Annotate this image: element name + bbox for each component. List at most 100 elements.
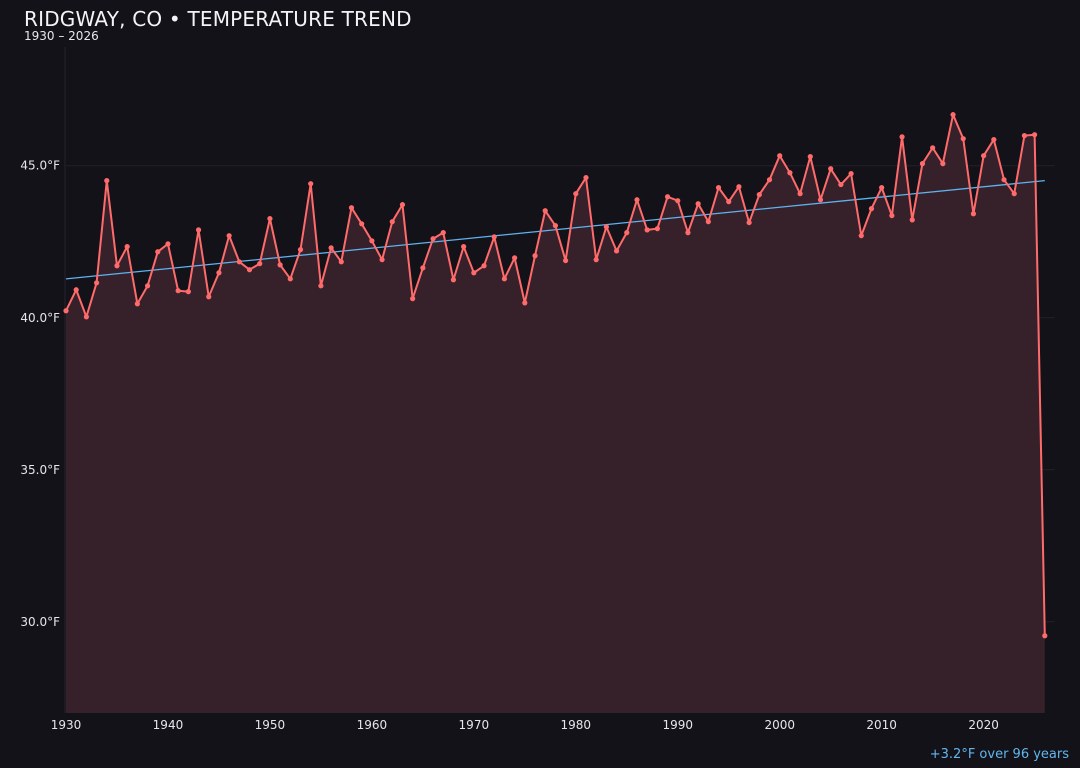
data-point <box>185 289 191 295</box>
data-point <box>848 171 854 177</box>
data-point <box>267 216 273 222</box>
data-point <box>715 185 722 191</box>
x-tick-label: 1980 <box>561 718 592 732</box>
data-point <box>277 262 283 268</box>
data-point <box>389 219 395 225</box>
data-point <box>450 277 457 283</box>
data-point <box>1011 191 1017 197</box>
data-point <box>420 265 426 271</box>
data-point <box>930 145 936 151</box>
data-point <box>104 178 110 184</box>
data-point <box>226 233 232 239</box>
x-tick-label: 2010 <box>866 718 897 732</box>
data-point <box>899 134 905 140</box>
data-point <box>664 194 671 200</box>
data-point <box>359 221 365 227</box>
data-point <box>919 161 926 167</box>
data-point <box>1021 133 1028 139</box>
data-point <box>379 257 385 263</box>
data-point <box>461 244 467 250</box>
data-point <box>399 202 406 208</box>
data-point <box>257 261 263 267</box>
data-point <box>777 153 783 159</box>
data-point <box>348 205 355 211</box>
data-point <box>685 230 691 236</box>
data-point <box>175 288 181 294</box>
data-point <box>634 197 640 203</box>
data-point <box>155 249 161 255</box>
data-point <box>940 161 946 167</box>
x-tick-label: 2020 <box>968 718 999 732</box>
y-tick-label: 45.0°F <box>20 159 60 173</box>
data-point <box>797 191 803 197</box>
data-point <box>817 197 824 203</box>
chart-subtitle: 1930 – 2026 <box>24 29 99 43</box>
data-point <box>308 181 314 187</box>
x-tick-label: 1940 <box>153 718 184 732</box>
x-tick-label: 1970 <box>459 718 490 732</box>
data-point <box>736 184 742 190</box>
data-point <box>73 287 79 293</box>
data-point <box>644 227 650 233</box>
data-point <box>675 198 681 204</box>
data-point <box>970 211 977 217</box>
data-point <box>807 154 813 160</box>
data-point <box>828 166 834 172</box>
data-point <box>868 206 875 212</box>
y-tick-label: 30.0°F <box>20 615 60 629</box>
data-point <box>532 253 538 259</box>
data-point <box>491 234 497 240</box>
data-point <box>562 257 569 264</box>
data-point <box>216 270 222 276</box>
trend-line <box>65 179 1045 280</box>
data-point <box>787 170 793 176</box>
data-point <box>134 301 140 307</box>
data-point <box>573 191 579 197</box>
data-point <box>501 276 508 282</box>
data-point <box>114 263 120 269</box>
data-point <box>471 270 477 276</box>
y-tick-label: 35.0°F <box>20 463 60 477</box>
data-point <box>726 199 732 205</box>
data-point <box>481 263 487 269</box>
x-tick-label: 1930 <box>51 718 82 732</box>
area-fill <box>66 114 1045 713</box>
data-point <box>287 276 293 282</box>
data-point <box>63 308 69 314</box>
x-tick-label: 1950 <box>255 718 286 732</box>
x-tick-label: 1990 <box>662 718 693 732</box>
data-point <box>960 136 966 142</box>
data-point <box>124 244 130 250</box>
data-point <box>889 212 895 219</box>
data-point <box>756 192 762 198</box>
data-point <box>981 153 987 159</box>
data-point <box>318 283 324 289</box>
x-tick-label: 1960 <box>357 718 388 732</box>
data-point <box>206 294 212 300</box>
data-point <box>909 217 915 223</box>
data-point <box>613 248 620 254</box>
data-point <box>369 238 375 244</box>
chart-title: RIDGWAY, CO • TEMPERATURE TREND <box>24 7 412 31</box>
data-point <box>297 247 304 253</box>
y-tick-label: 40.0°F <box>20 311 60 325</box>
data-point <box>746 219 752 226</box>
data-point <box>583 174 589 181</box>
data-point <box>1032 132 1038 138</box>
data-point <box>246 267 253 273</box>
data-point <box>624 230 630 236</box>
data-point <box>83 314 89 320</box>
data-point <box>338 259 344 265</box>
data-point <box>766 177 773 183</box>
data-point <box>603 224 609 230</box>
data-point <box>838 181 844 188</box>
data-point <box>144 283 151 289</box>
x-tick-label: 2000 <box>764 718 795 732</box>
data-point <box>440 230 446 236</box>
data-point <box>430 236 436 242</box>
data-point <box>542 208 548 214</box>
data-point <box>552 223 559 229</box>
data-point <box>522 300 528 306</box>
data-point <box>991 136 997 143</box>
